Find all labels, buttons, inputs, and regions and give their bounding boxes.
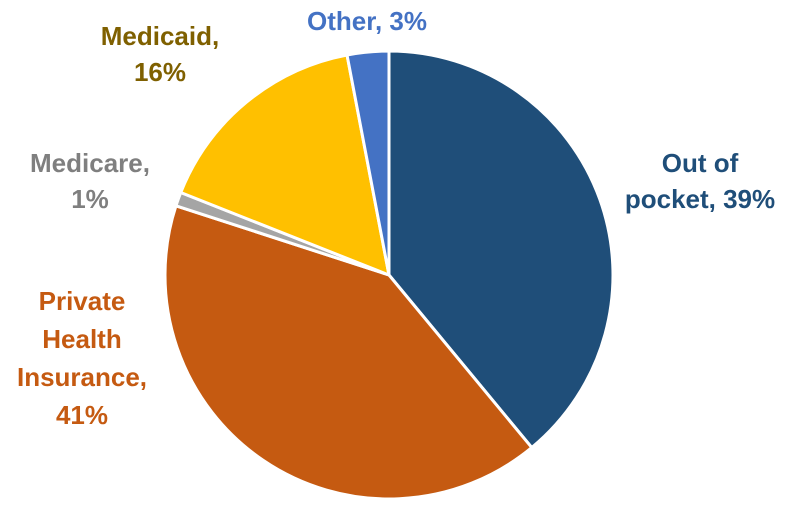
slice-label-line: 16% xyxy=(134,57,186,87)
pie-slice-private-health-insurance xyxy=(163,204,534,501)
slice-label-line: Other, 3% xyxy=(307,6,427,36)
slice-label-line: 41% xyxy=(56,400,108,430)
slice-label-medicare: Medicare, 1% xyxy=(30,148,150,214)
pie-slice-out-of-pocket xyxy=(387,49,615,450)
slice-label-line: Medicare, xyxy=(30,148,150,178)
slice-label-private-health-insurance: Private Health Insurance, 41% xyxy=(17,286,147,430)
pie-slice-other xyxy=(345,49,391,277)
pie-labels: Out of pocket, 39% Private Health Insurance,… xyxy=(17,6,775,430)
slice-label-out-of-pocket: Out of pocket, 39% xyxy=(625,148,775,214)
slice-label-line: Health xyxy=(42,324,121,354)
pie-slice-medicaid xyxy=(179,53,391,277)
slice-label-other: Other, 3% xyxy=(307,6,427,36)
slice-label-line: Medicaid, xyxy=(101,21,219,51)
slice-label-line: 1% xyxy=(71,184,109,214)
slice-label-line: pocket, 39% xyxy=(625,184,775,214)
slice-label-line: Insurance, xyxy=(17,362,147,392)
slice-label-line: Out of xyxy=(662,148,739,178)
slice-label-medicaid: Medicaid, 16% xyxy=(101,21,219,87)
slice-label-line: Private xyxy=(39,286,126,316)
pie-slices xyxy=(163,49,615,501)
